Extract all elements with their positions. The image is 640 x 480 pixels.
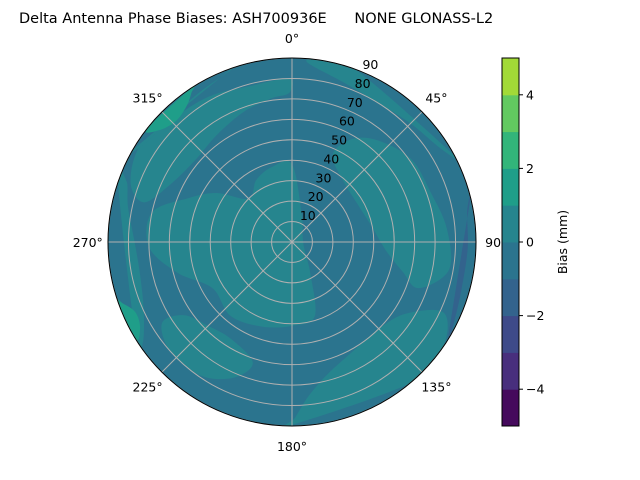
- colorbar-band: [502, 352, 519, 390]
- contour-region: [145, 85, 196, 133]
- angular-gridline: [161, 111, 293, 243]
- radial-tick-label: 20: [308, 189, 324, 204]
- radial-tick-label: 10: [300, 208, 316, 223]
- contour-region: [117, 169, 145, 354]
- colorbar-tick-label: 0: [526, 235, 534, 250]
- contour-region: [161, 315, 253, 380]
- polar-frame: [107, 57, 477, 427]
- colorbar-band: [502, 168, 519, 206]
- colorbar-tick-label: 4: [526, 87, 534, 102]
- radial-tick-label: 40: [323, 151, 339, 166]
- contour-region: [281, 309, 448, 426]
- angular-gridline: [161, 241, 293, 373]
- colorbar-label: Bias (mm): [555, 210, 570, 274]
- colorbar-band: [502, 278, 519, 317]
- angular-tick-label: 225°: [133, 379, 163, 394]
- colorbar-band: [502, 205, 519, 243]
- colorbar-band: [502, 242, 519, 280]
- contour-region: [332, 137, 452, 289]
- radial-tick-label: 80: [355, 76, 371, 91]
- colorbar-band: [502, 131, 519, 169]
- colorbar-tick-label: 2: [526, 161, 534, 176]
- radial-tick-label: 70: [347, 95, 363, 110]
- radial-tick-label: 50: [331, 133, 347, 148]
- colorbar-band: [502, 389, 519, 427]
- angular-gridline: [291, 241, 423, 373]
- polar-plot-area: [108, 58, 476, 426]
- contour-region: [306, 58, 460, 162]
- contour-region: [447, 189, 472, 346]
- colorbar: −4 −2 0 2 4: [501, 57, 544, 427]
- radial-tick-label: 30: [316, 170, 332, 185]
- contour-region: [130, 78, 293, 203]
- contour-region: [117, 299, 141, 341]
- colorbar-tick-label: −4: [526, 382, 544, 397]
- colorbar-band: [502, 58, 519, 96]
- colorbar-band: [502, 315, 519, 353]
- angular-gridline: [291, 111, 423, 243]
- colorbar-band: [502, 94, 519, 133]
- angular-tick-label: 180°: [277, 439, 307, 454]
- radial-tick-label: 90: [362, 57, 378, 72]
- contour-region: [128, 62, 240, 155]
- angular-tick-label: 270°: [73, 235, 103, 250]
- colorbar-tick-label: −2: [526, 308, 544, 323]
- angular-tick-label: 135°: [421, 379, 451, 394]
- grid-lines: [108, 58, 476, 426]
- angular-tick-label: 45°: [425, 91, 447, 106]
- angular-tick-label: 0°: [285, 31, 299, 46]
- chart-title: Delta Antenna Phase Biases: ASH700936E N…: [19, 11, 493, 27]
- angular-tick-label: 315°: [133, 91, 163, 106]
- radial-tick-label: 60: [339, 114, 355, 129]
